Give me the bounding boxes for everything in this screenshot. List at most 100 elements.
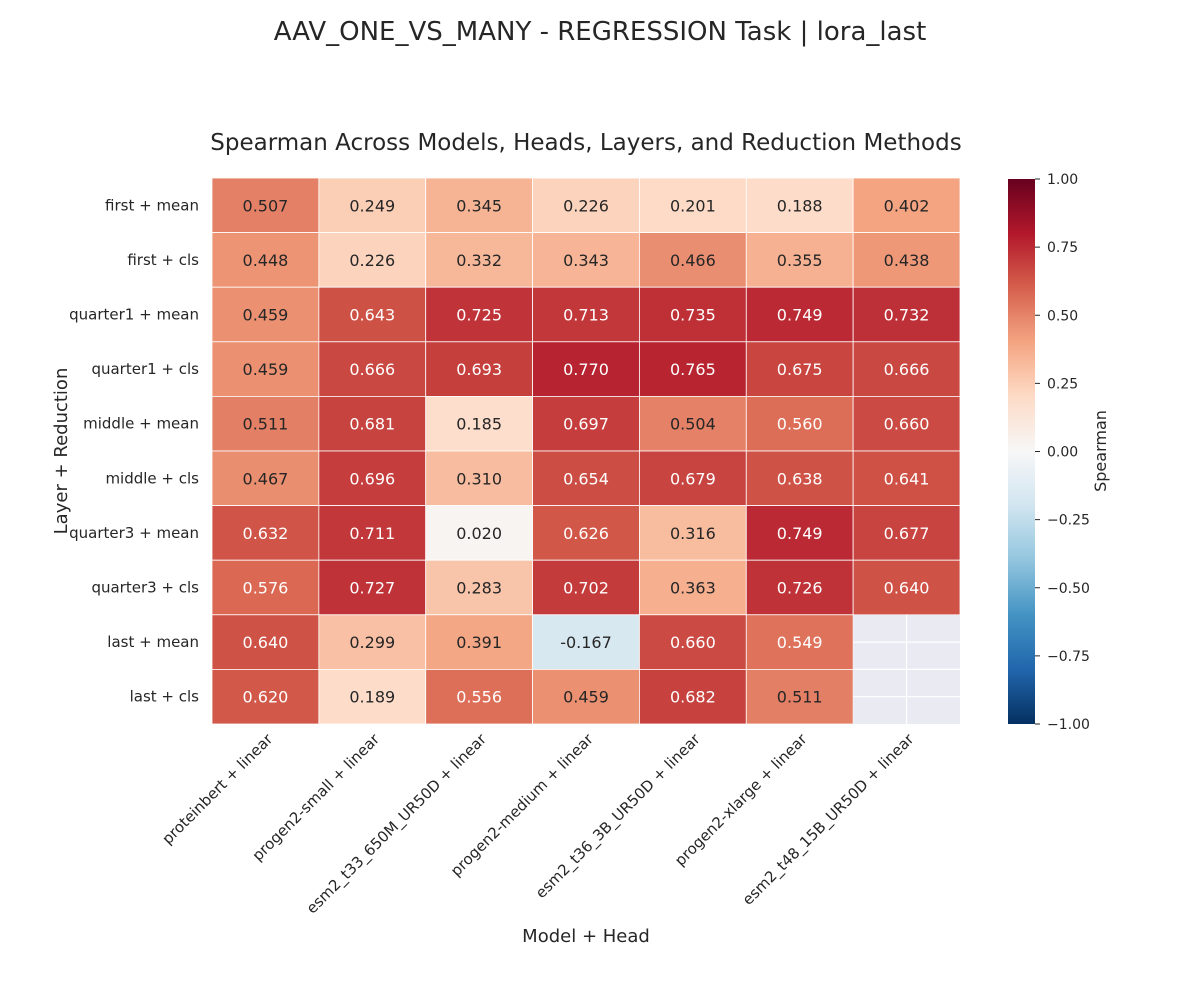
heatmap-cell	[211, 232, 320, 288]
heatmap-cell	[532, 341, 640, 397]
cell-value-label: 0.345	[456, 196, 502, 215]
heatmap-cell	[639, 450, 747, 506]
colorbar-label: Spearman	[1091, 410, 1110, 492]
heatmap-cell	[211, 559, 320, 616]
heatmap-cell	[639, 559, 747, 616]
cell-value-label: 0.713	[563, 306, 609, 325]
cell-value-label: 0.226	[563, 196, 609, 215]
y-axis-label: Layer + Reduction	[51, 368, 72, 535]
heatmap-cell	[211, 614, 320, 670]
x-axis-label: Model + Head	[522, 926, 650, 947]
cell-value-label: 0.666	[349, 360, 395, 379]
cell-value-label: 0.511	[243, 415, 289, 434]
cell-value-label: 0.438	[884, 251, 930, 270]
heatmap-cell	[425, 505, 533, 561]
cell-value-label: 0.310	[456, 469, 502, 488]
cell-value-label: 0.226	[349, 251, 395, 270]
figure-suptitle: AAV_ONE_VS_MANY - REGRESSION Task | lora…	[274, 17, 927, 47]
cell-value-label: 0.620	[243, 688, 289, 707]
cell-value-label: 0.696	[349, 469, 395, 488]
heatmap-cell	[745, 232, 854, 288]
cell-value-label: 0.660	[670, 633, 716, 652]
y-tick-label: quarter3 + mean	[69, 524, 199, 542]
cell-value-label: 0.640	[884, 579, 930, 598]
cell-value-label: 0.402	[884, 196, 930, 215]
missing-cells-area	[853, 614, 960, 724]
y-tick-label: quarter1 + mean	[69, 306, 199, 324]
y-tick-label: first + cls	[127, 251, 199, 269]
colorbar-tick-label: −0.50	[1047, 581, 1090, 597]
cell-value-label: 0.448	[243, 251, 289, 270]
cell-value-label: 0.185	[456, 415, 502, 434]
cell-value-label: 0.556	[456, 688, 502, 707]
colorbar-tick-label: −1.00	[1047, 717, 1090, 733]
y-tick-label: quarter3 + cls	[91, 579, 199, 597]
cell-value-label: 0.020	[456, 524, 502, 543]
heatmap-cell	[532, 669, 640, 725]
cell-value-label: 0.511	[777, 688, 823, 707]
heatmap-cell	[318, 177, 427, 233]
heatmap-cell	[318, 559, 427, 616]
heatmap-cell	[852, 559, 961, 616]
heatmap-cell	[425, 614, 533, 670]
heatmap-cell	[852, 341, 961, 397]
heatmap-cell	[211, 395, 320, 452]
cell-value-label: 0.726	[777, 579, 823, 598]
y-tick-label: first + mean	[105, 196, 199, 214]
cell-value-label: -0.167	[560, 633, 612, 652]
heatmap-cell	[852, 395, 961, 452]
cell-value-label: 0.693	[456, 360, 502, 379]
cell-value-labels: 0.507 0.249 0.345 0.226 0.201 0.188 0.402 0.448…	[243, 196, 930, 706]
colorbar-tick-label: 1.00	[1047, 172, 1078, 188]
heatmap-cell	[318, 341, 427, 397]
cell-value-label: 0.765	[670, 360, 716, 379]
colorbar-tick-label: 0.25	[1047, 376, 1078, 392]
cell-value-label: 0.343	[563, 251, 609, 270]
heatmap-cell	[425, 395, 533, 452]
heatmap-cell	[318, 669, 427, 725]
cell-value-label: 0.576	[243, 579, 289, 598]
colorbar	[1008, 179, 1035, 724]
heatmap-cell	[745, 341, 854, 397]
heatmap-cells	[211, 177, 961, 725]
heatmap-cell	[532, 505, 640, 561]
cell-value-label: 0.682	[670, 688, 716, 707]
heatmap-cell	[211, 450, 320, 506]
colorbar-tick-label: 0.50	[1047, 308, 1078, 324]
colorbar-ticks: 1.00 0.75 0.50 0.25 0.00 −0.25 −0.50 −0.75 −1.00	[1035, 172, 1090, 733]
cell-value-label: 0.640	[243, 633, 289, 652]
cell-value-label: 0.749	[777, 524, 823, 543]
heatmap-cell	[318, 286, 427, 343]
heatmap-cell	[532, 177, 640, 233]
x-tick-label: esm2_t48_15B_UR50D + linear	[739, 730, 919, 910]
heatmap-cell	[532, 286, 640, 343]
heatmap-cell	[639, 177, 747, 233]
cell-value-label: 0.770	[563, 360, 609, 379]
cell-value-label: 0.332	[456, 251, 502, 270]
heatmap-cell	[852, 232, 961, 288]
cell-value-label: 0.299	[349, 633, 395, 652]
cell-value-label: 0.725	[456, 306, 502, 325]
cell-value-label: 0.355	[777, 251, 823, 270]
cell-value-label: 0.632	[243, 524, 289, 543]
chart-title: Spearman Across Models, Heads, Layers, a…	[210, 130, 961, 156]
cell-value-label: 0.507	[243, 196, 289, 215]
cell-value-label: 0.735	[670, 306, 716, 325]
cell-value-label: 0.679	[670, 469, 716, 488]
y-tick-label: last + cls	[130, 688, 200, 706]
heatmap-cell	[211, 286, 320, 343]
colorbar-tick-label: −0.25	[1047, 513, 1090, 529]
cell-value-label: 0.641	[884, 469, 930, 488]
heatmap-cell	[639, 505, 747, 561]
y-tick-label: last + mean	[107, 633, 199, 651]
cell-value-label: 0.249	[349, 196, 395, 215]
cell-value-label: 0.660	[884, 415, 930, 434]
cell-value-label: 0.677	[884, 524, 930, 543]
cell-value-label: 0.732	[884, 306, 930, 325]
heatmap-cell	[745, 669, 854, 725]
heatmap-cell	[745, 559, 854, 616]
heatmap-cell	[852, 450, 961, 506]
cell-value-label: 0.702	[563, 579, 609, 598]
